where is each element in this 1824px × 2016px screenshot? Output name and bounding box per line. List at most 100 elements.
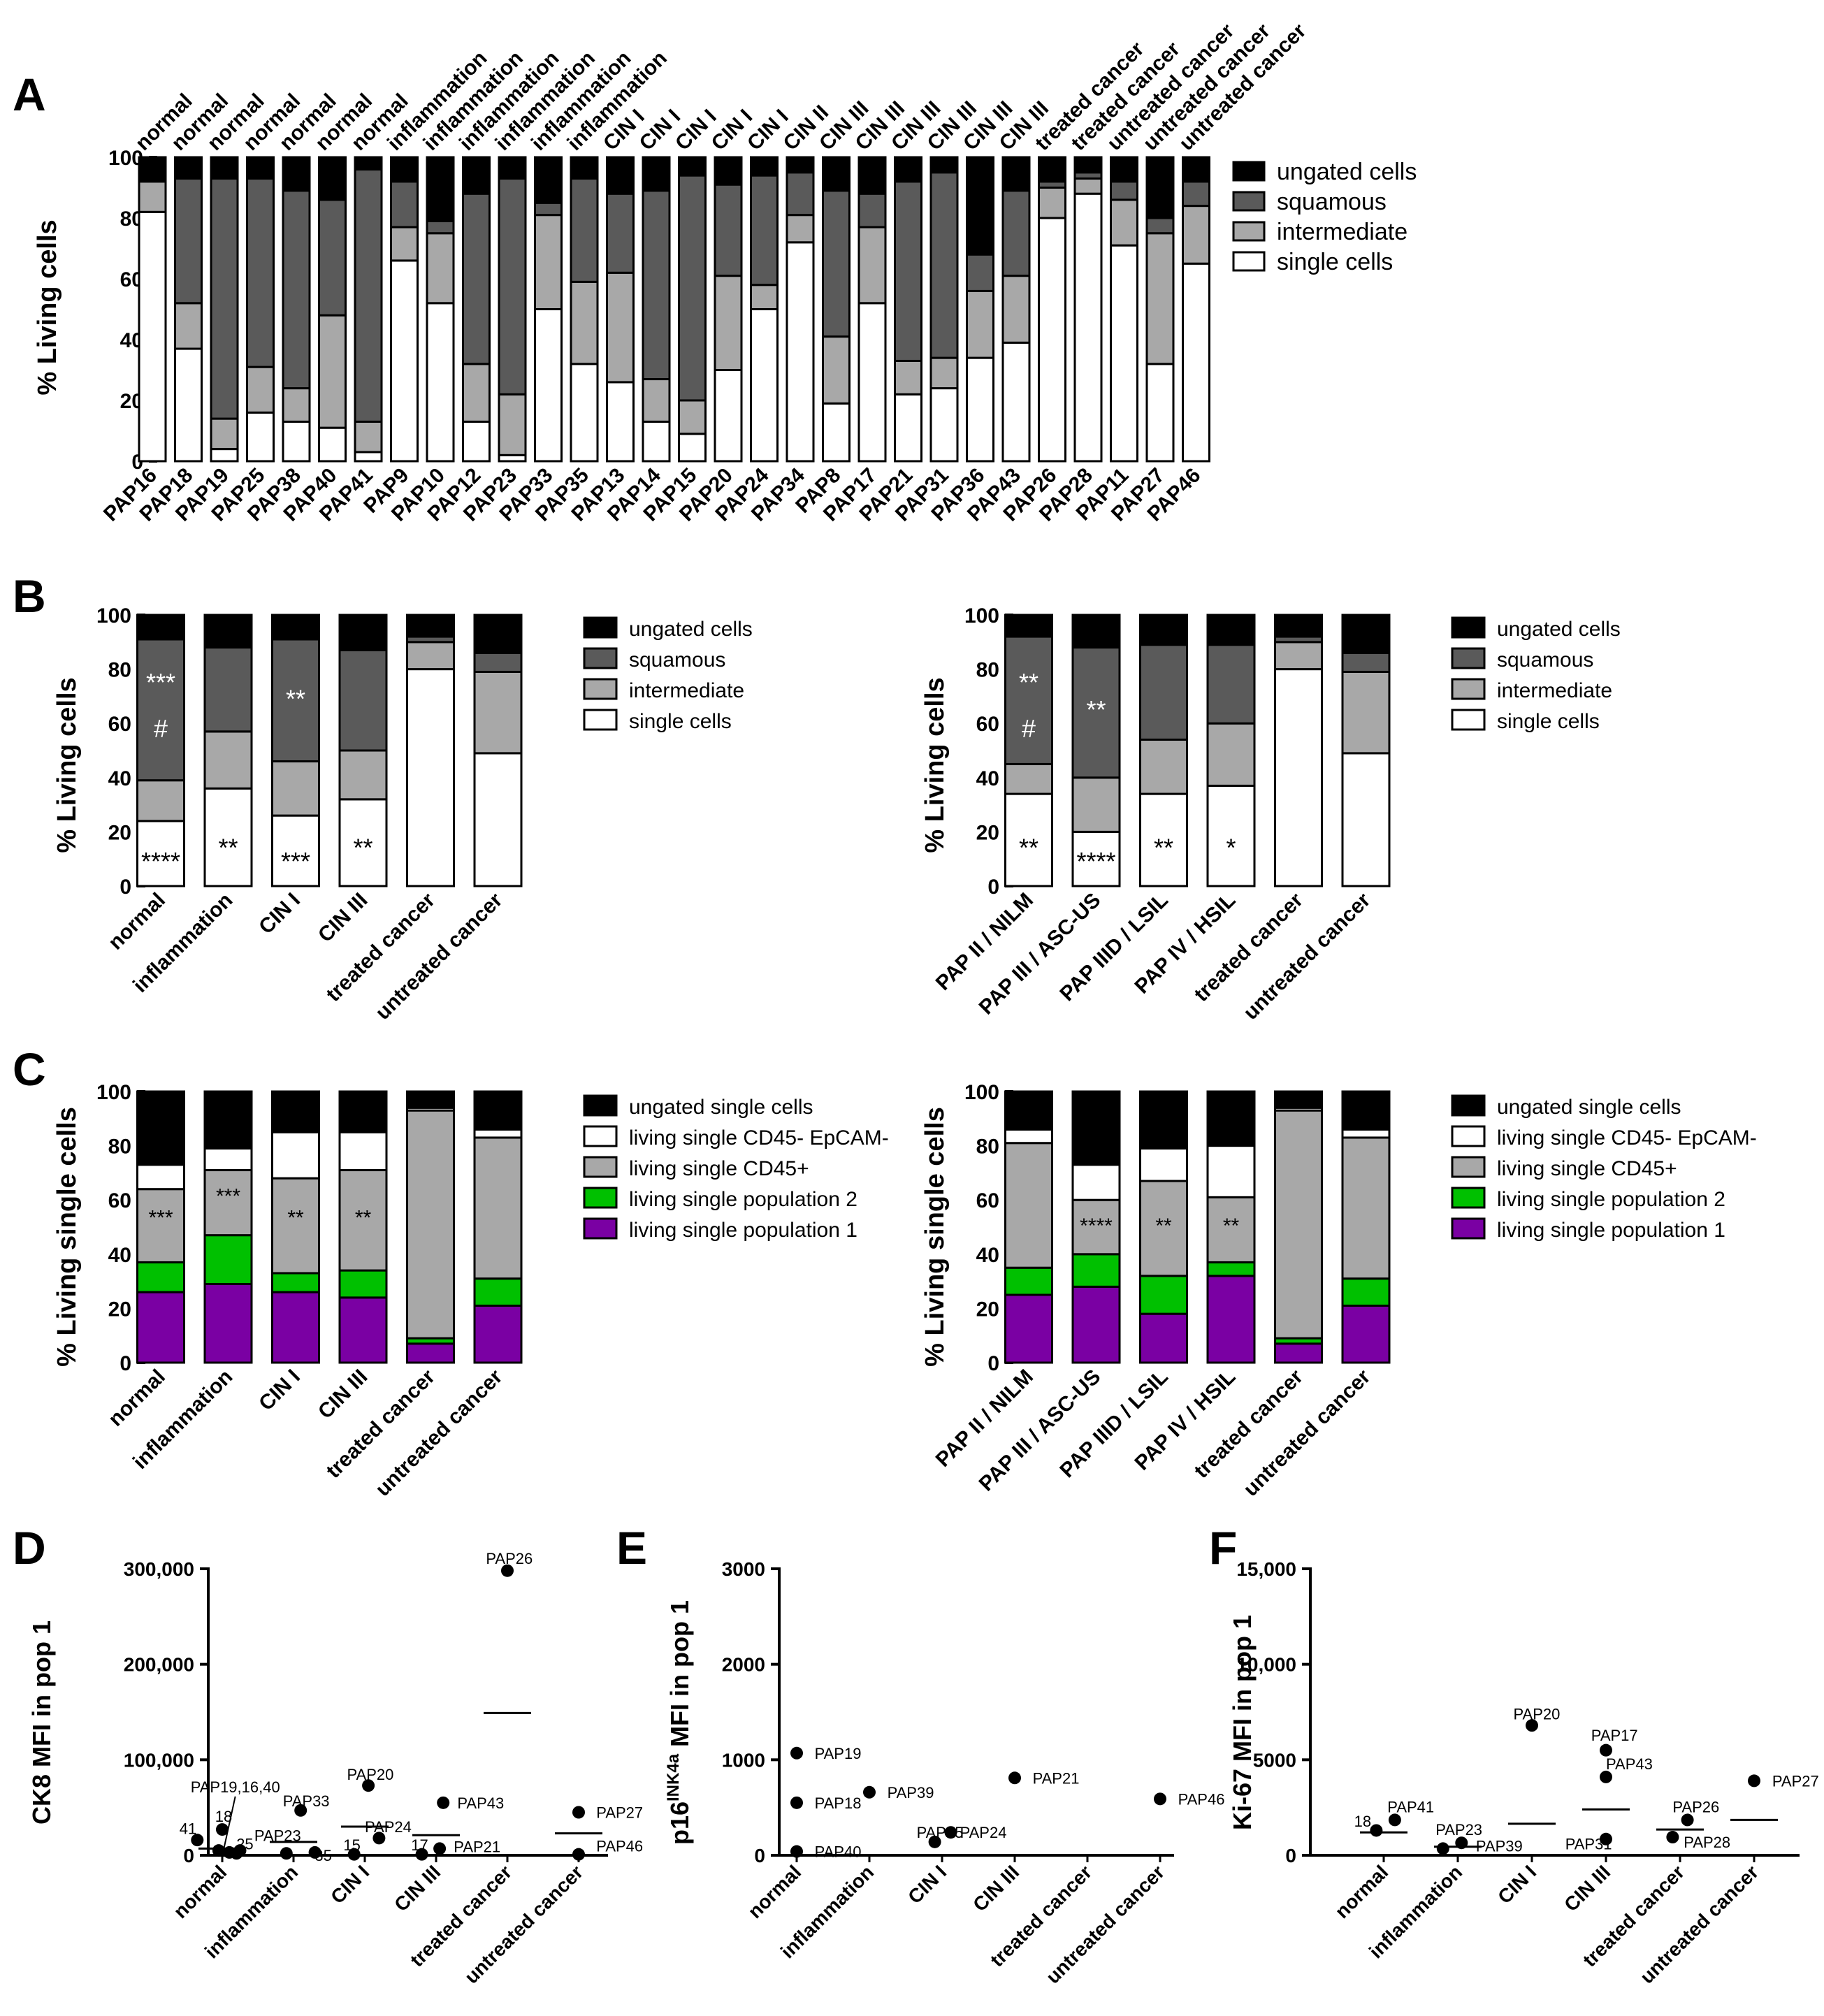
y-tick-label: 0: [754, 1845, 765, 1866]
bar-squamous-segment: [282, 189, 311, 390]
bar-single-segment: [678, 433, 707, 463]
legend-swatch: [583, 1217, 618, 1240]
data-point-label: 17: [411, 1836, 428, 1854]
y-tick-label: 60: [976, 713, 999, 736]
bar-cd45pos-segment: [136, 1188, 185, 1263]
data-point-label: PAP39: [1476, 1837, 1523, 1855]
y-axis-label: % Living single cells: [52, 1107, 82, 1367]
data-point-label: PAP27: [596, 1804, 643, 1822]
bar-ungated-segment: [473, 614, 523, 654]
bar-ungated-segment: [606, 156, 635, 195]
bar-intermediate-segment: [203, 730, 253, 790]
legend-swatch: [1451, 616, 1486, 639]
legend-label: ungated single cells: [629, 1096, 813, 1119]
significance-annotation: **: [353, 834, 372, 862]
legend-swatch: [583, 1156, 618, 1178]
data-point: [280, 1847, 293, 1860]
legend-swatch: [1232, 251, 1266, 272]
significance-annotation: **: [1154, 834, 1173, 862]
y-tick-label: 80: [108, 659, 131, 682]
data-point-label: PAP20: [1514, 1706, 1561, 1723]
bar-pop2-segment: [203, 1234, 253, 1285]
bar-intermediate-segment: [390, 226, 419, 262]
bar-intermediate-segment: [642, 378, 671, 423]
panel-e-p16-chart: 0 1000 2000 3000 p16INK4a MFI in pop 1 Enorma…: [616, 1522, 1224, 1988]
bar-cd45pos-segment: [1341, 1136, 1391, 1280]
data-point-label: PAP19: [815, 1745, 862, 1762]
legend-label: living single CD45+: [1497, 1157, 1677, 1180]
bar-intermediate-segment: [534, 214, 563, 310]
bar-squamous-segment: [714, 183, 743, 277]
data-point-label: PAP43: [457, 1794, 504, 1812]
bar-ungated-segment: [1073, 156, 1103, 174]
significance-annotation: **: [287, 1206, 304, 1229]
bar-intermediate-segment: [1073, 177, 1103, 195]
bar-squamous-segment: [462, 192, 491, 365]
bar-squamous-segment: [750, 174, 779, 287]
bar-single-segment: [750, 308, 779, 463]
legend-swatch: [583, 1125, 618, 1147]
bar-pop1-segment: [406, 1342, 455, 1364]
data-point-label: PAP39: [888, 1784, 934, 1801]
data-point-label: PAP24: [960, 1824, 1007, 1841]
y-tick-label: 0: [987, 1352, 999, 1375]
top-group-label: CIN I: [635, 105, 686, 155]
x-category-label: CIN I: [1493, 1861, 1540, 1908]
data-point-label: 18: [1354, 1813, 1371, 1830]
bar-intermediate-segment: [1341, 670, 1391, 755]
bar-intermediate-segment: [606, 271, 635, 384]
bar-cd45pos-segment: [1139, 1180, 1188, 1277]
bar-ungated-segment: [354, 156, 383, 171]
bar-squamous-segment: [498, 177, 527, 396]
bar-single-segment: [1341, 752, 1391, 887]
bar-single-segment: [786, 241, 815, 463]
data-point-label: PAP41: [1387, 1798, 1434, 1815]
bar-ungated-segment: [390, 156, 419, 183]
data-point-label: PAP21: [1033, 1769, 1080, 1787]
bar-intermediate-segment: [1274, 641, 1323, 671]
bar-ungated-segment: [406, 614, 455, 638]
y-tick-label: 0: [120, 1352, 131, 1375]
x-category-label: CIN I: [254, 1365, 305, 1416]
bar-ungated-segment: [426, 156, 455, 222]
y-tick-label: 80: [976, 659, 999, 682]
significance-annotation: **: [355, 1206, 372, 1229]
bar-squamous-segment: [1110, 180, 1138, 201]
bar-intermediate-segment: [822, 335, 851, 405]
bar-intermediate-segment: [714, 275, 743, 371]
bar-ungated-segment: [1071, 614, 1121, 649]
x-category-label: normal: [104, 889, 170, 955]
bar-ungated-segment: [1341, 1090, 1391, 1131]
data-point: [347, 1848, 361, 1861]
significance-annotation: ***: [148, 1206, 173, 1229]
y-tick-label: 0: [1285, 1845, 1296, 1866]
bar-single-segment: [534, 308, 563, 463]
x-category-label: CIN III: [969, 1861, 1023, 1915]
y-tick-label: 20: [108, 1298, 131, 1321]
bar-cd45neg-segment: [1071, 1163, 1121, 1201]
data-point: [1370, 1824, 1383, 1837]
panel-label: B: [13, 570, 46, 622]
legend-label: ungated single cells: [1497, 1096, 1681, 1119]
bar-single-segment: [966, 356, 994, 463]
legend-swatch: [1451, 1187, 1486, 1209]
data-point-label: PAP23: [1435, 1821, 1482, 1839]
significance-annotation: **: [1223, 1214, 1240, 1238]
bar-ungated-segment: [406, 1090, 455, 1109]
significance-annotation: **: [1019, 668, 1038, 697]
bar-ungated-segment: [678, 156, 707, 177]
significance-annotation: **: [286, 684, 305, 713]
legend-label: living single CD45- EpCAM-: [629, 1126, 889, 1150]
data-point: [790, 1796, 803, 1809]
bar-pop1-segment: [1206, 1275, 1256, 1364]
bar-single-segment: [318, 426, 347, 463]
x-category-label: CIN III: [1560, 1861, 1614, 1915]
bar-intermediate-segment: [136, 779, 185, 822]
data-point: [1748, 1774, 1760, 1787]
bar-cd45pos-segment: [271, 1177, 320, 1275]
y-tick-label: 60: [108, 1189, 131, 1212]
bar-squamous-segment: [203, 646, 253, 733]
y-tick-label: 100,000: [124, 1749, 194, 1771]
data-point: [1388, 1813, 1401, 1827]
